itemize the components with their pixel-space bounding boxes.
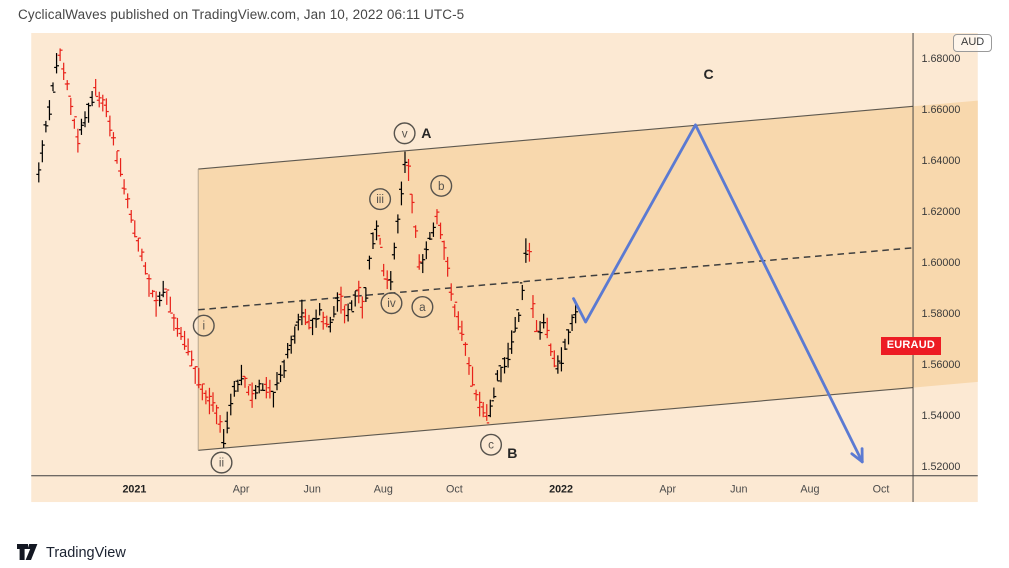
time-tick-label: Oct [446,484,463,496]
wave-label-circle-iv [380,292,403,315]
channel-lower-line [198,387,914,451]
time-tick-label: Apr [659,484,676,496]
wave-label-circle-v [393,122,416,145]
time-tick-label: Jun [304,484,321,496]
price-tick-label: 1.60000 [921,257,960,269]
channel-midline-dashed [198,247,914,311]
price-tick-label: 1.68000 [921,53,960,65]
wave-label-iii: iii [376,193,384,206]
publication-attribution: CyclicalWaves published on TradingView.c… [18,7,465,22]
wave-label-circle-ii [210,451,233,474]
currency-axis-badge: AUD [953,34,993,52]
tradingview-logo-icon [17,544,38,560]
price-tick-label: 1.66000 [921,104,960,116]
price-tick-label: 1.64000 [921,155,960,167]
price-tick-label: 1.62000 [921,206,960,218]
symbol-price-label: EURAUD [880,337,941,355]
price-tick-label: 1.52000 [921,461,960,473]
time-tick-label: Aug [374,484,393,496]
time-tick-label: Aug [800,484,819,496]
price-tick-label: 1.58000 [921,308,960,320]
price-chart: iiiiiiivvabcABC1.680001.660001.640001.62… [31,33,978,503]
tradingview-footer[interactable]: TradingView [17,543,126,562]
projection-arrow-path [572,123,864,464]
wave-label-v: v [402,127,408,140]
tradingview-brand-text: TradingView [46,544,126,561]
wave-label-ii: ii [219,457,224,470]
wave-label-circle-iii [369,188,392,211]
price-tick-label: 1.56000 [921,359,960,371]
elliott-channel-fill [198,100,978,451]
time-tick-label: Jun [730,484,747,496]
time-tick-label: 2022 [549,484,573,496]
price-tick-label: 1.54000 [921,410,960,422]
wave-label-circle-i [192,314,215,337]
wave-label-A: A [421,125,431,141]
ohlc-bars [36,48,579,448]
wave-label-iv: iv [387,297,396,310]
wave-label-c: c [488,439,494,452]
wave-label-C: C [704,66,714,82]
time-tick-label: Apr [233,484,250,496]
channel-upper-line [198,105,914,170]
time-tick-label: Oct [873,484,890,496]
wave-label-i: i [202,320,205,333]
projection-arrowhead [850,452,864,464]
wave-label-circle-b [430,174,453,197]
wave-label-a: a [419,301,426,314]
wave-label-circle-c [480,433,503,456]
wave-label-circle-a [411,295,434,319]
time-tick-label: 2021 [122,484,146,496]
wave-label-b: b [438,180,445,193]
wave-label-B: B [507,445,517,461]
